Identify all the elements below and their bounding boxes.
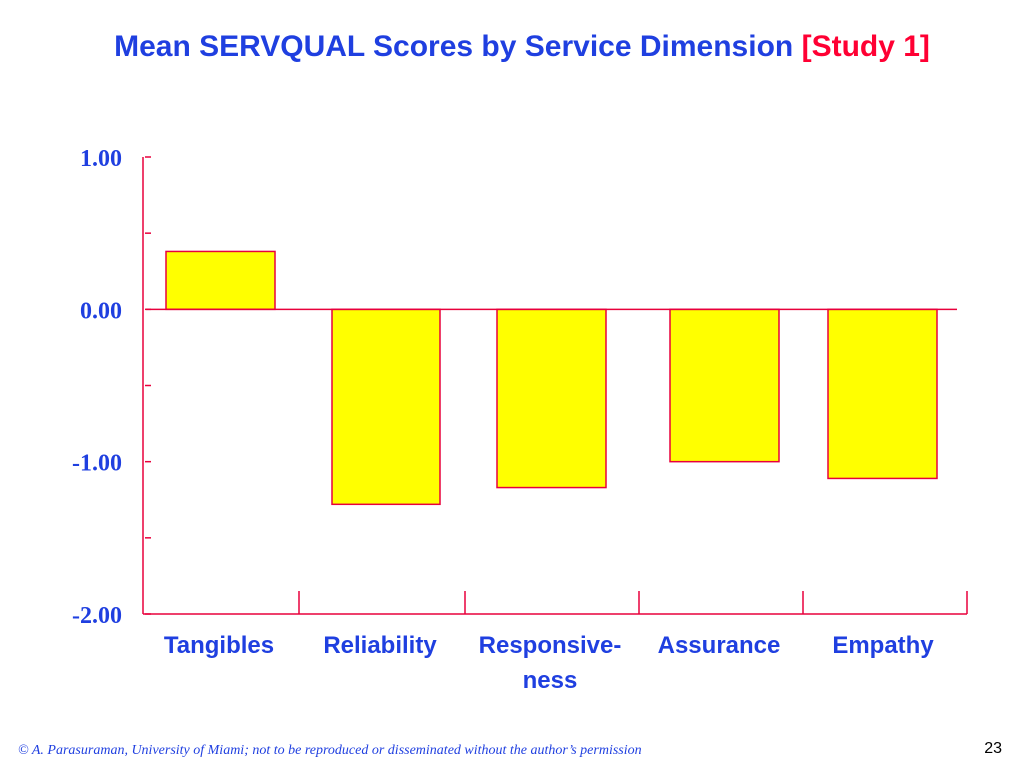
page-number: 23 [984,740,1002,757]
x-category-label: Responsive- [479,632,622,659]
y-tick-label: -2.00 [72,603,122,629]
x-category-label: Assurance [658,632,781,659]
y-tick-label: -1.00 [72,451,122,477]
bar-reliability [331,308,441,506]
y-tick-label: 1.00 [80,146,122,172]
label-layer: 1.00 0.00 -1.00 -2.00 Tangibles Reliability Re… [72,146,934,694]
bar-assurance [669,308,780,463]
axis-layer [142,156,968,615]
bar-tangibles [165,250,276,311]
x-category-label: Empathy [832,632,934,659]
x-category-label: Reliability [323,632,437,659]
bar-responsive-ness [496,308,607,489]
bars-layer [165,250,938,506]
bar-empathy [827,308,938,480]
x-category-label: Tangibles [164,632,274,659]
x-category-label: ness [523,667,578,694]
slide-title: Mean SERVQUAL Scores by Service Dimensio… [0,30,1024,64]
footer-copyright: © A. Parasuraman, University of Miami; n… [18,743,642,758]
y-tick-label: 0.00 [80,298,122,324]
title-study-tag: [Study 1] [801,30,930,63]
title-main: Mean SERVQUAL Scores by Service Dimensio… [114,30,794,63]
